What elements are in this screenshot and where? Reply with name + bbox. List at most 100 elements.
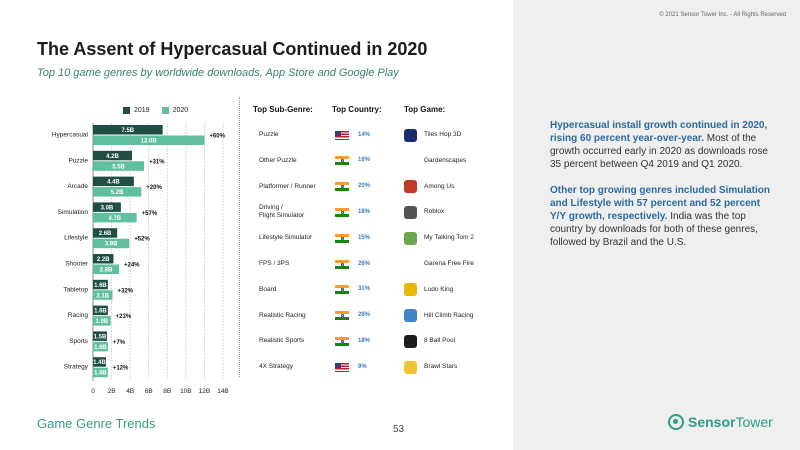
category-label: Hypercasual xyxy=(52,132,89,139)
category-label: Racing xyxy=(68,312,89,319)
growth-label: +23% xyxy=(116,314,132,320)
bar-2019-value-label: 3.0B xyxy=(101,205,114,211)
top-game-label: Ludo King xyxy=(424,285,454,293)
bar-2019-value-label: 1.5B xyxy=(94,334,107,340)
growth-label: +24% xyxy=(124,263,140,269)
us-flag-icon xyxy=(335,362,349,372)
growth-label: +12% xyxy=(113,366,129,372)
country-share: 16% xyxy=(358,157,371,164)
growth-label: +60% xyxy=(209,134,225,140)
logo-word-thin: Tower xyxy=(735,414,773,430)
commentary-panel xyxy=(513,0,800,450)
col-header-sub-genre: Top Sub-Genre: xyxy=(253,105,313,114)
country-share: 28% xyxy=(358,312,371,319)
legend-label-2020: 2020 xyxy=(172,107,189,114)
category-label: Puzzle xyxy=(68,157,88,164)
country-share: 18% xyxy=(358,208,371,215)
us-flag-icon xyxy=(335,130,349,140)
x-tick-label: 14B xyxy=(217,388,229,395)
bar-2019-value-label: 1.4B xyxy=(93,360,106,366)
bar-2020 xyxy=(93,212,137,223)
bar-2019 xyxy=(93,150,132,161)
bar-2019-value-label: 2.6B xyxy=(99,231,112,237)
bar-2020 xyxy=(93,264,119,274)
bar-2019-value-label: 2.2B xyxy=(97,257,110,263)
commentary-2-body: India was the top country by downloads f… xyxy=(550,211,758,248)
bar-2019 xyxy=(93,305,108,316)
category-label: Strategy xyxy=(64,364,89,371)
growth-label: +20% xyxy=(146,185,162,191)
sub-genre-label: Platformer / Runner xyxy=(259,182,316,190)
bar-2020 xyxy=(93,367,108,378)
commentary-2-highlight: Other top growing genres included Simula… xyxy=(550,185,771,222)
column-divider xyxy=(239,97,240,377)
india-flag-icon xyxy=(335,156,349,166)
footer-section-label: Game Genre Trends xyxy=(37,416,156,431)
category-label: Shooter xyxy=(65,261,89,268)
legend-swatch-2019 xyxy=(123,107,130,114)
bar-2019-value-label: 1.6B xyxy=(94,309,107,315)
brawl-stars-icon xyxy=(404,360,417,374)
bar-2020-value-label: 3.9B xyxy=(105,242,118,248)
bar-2020-value-label: 1.6B xyxy=(94,371,107,377)
x-tick-label: 6B xyxy=(145,388,153,395)
bar-2020 xyxy=(93,135,205,145)
commentary-1-highlight: Hypercasual install growth continued in … xyxy=(550,120,768,144)
bar-2020 xyxy=(93,290,113,300)
growth-label: +57% xyxy=(142,211,158,217)
sub-genre-label: Board xyxy=(259,285,277,293)
page-title: The Assent of Hypercasual Continued in 2… xyxy=(37,39,428,59)
main-panel xyxy=(0,0,513,450)
ludo-king-icon xyxy=(404,283,417,297)
sub-genre-label: Driving / Flight Simulator xyxy=(259,204,305,220)
bar-2020-value-label: 2.1B xyxy=(96,293,109,299)
legend-swatch-2020 xyxy=(161,107,169,114)
bar-2020-value-label: 1.9B xyxy=(95,319,108,325)
col-header-country: Top Country: xyxy=(332,105,382,114)
chart-legend: 2019 2020 xyxy=(123,107,188,114)
top-game-label: Tiles Hop 3D xyxy=(424,131,462,138)
bar-2019 xyxy=(93,202,121,212)
growth-label: +32% xyxy=(118,288,134,294)
growth-label: +31% xyxy=(149,159,165,165)
eight-ball-icon xyxy=(404,334,417,348)
top-game-label: Brawl Stars xyxy=(424,363,458,371)
legend-item-2019: 2019 xyxy=(123,107,150,114)
bar-2020 xyxy=(93,341,108,352)
top-game-label: Gardenscapes xyxy=(424,156,467,164)
category-label: Tabletop xyxy=(63,286,88,293)
category-label: Simulation xyxy=(58,209,89,216)
top-game-label: Hill Climb Racing xyxy=(424,311,474,319)
india-flag-icon xyxy=(335,233,349,243)
copyright-notice: © 2021 Sensor Tower Inc. - All Rights Re… xyxy=(659,12,786,18)
sub-genre-label: Lifestyle Simulator xyxy=(259,234,313,242)
bar-2019 xyxy=(93,279,108,290)
top-game-label: Garena Free Fire xyxy=(424,260,474,267)
talking-tom-icon xyxy=(404,231,417,245)
country-share: 20% xyxy=(358,183,371,190)
bar-2019 xyxy=(93,125,163,135)
growth-label: +7% xyxy=(113,340,126,346)
bar-2019-value-label: 7.5B xyxy=(121,128,134,134)
top-game-label: My Talking Tom 2 xyxy=(424,234,474,242)
commentary-paragraph-1: Hypercasual install growth continued in … xyxy=(550,119,778,171)
tiles-hop-icon xyxy=(404,128,417,142)
category-label: Sports xyxy=(69,338,89,345)
bar-2020-value-label: 1.6B xyxy=(94,345,107,351)
category-label: Arcade xyxy=(67,183,88,190)
country-share: 9% xyxy=(358,363,367,370)
genre-downloads-bar-chart: 0 2B 4B 6B 8B 10B 12B 14B Hypercasual 7.5B 12.0B +6… xyxy=(52,123,229,395)
among-us-icon xyxy=(404,180,417,194)
bar-2019 xyxy=(93,254,114,264)
x-tick-label: 12B xyxy=(199,388,211,395)
x-tick-label: 0 xyxy=(91,388,95,395)
x-tick-label: 10B xyxy=(180,388,192,395)
x-tick-label: 2B xyxy=(108,388,116,395)
col-header-game: Top Game: xyxy=(404,105,446,114)
bar-2019-value-label: 4.4B xyxy=(107,180,120,186)
sub-genre-label: Realistic Sports xyxy=(259,337,305,345)
bar-2020 xyxy=(93,187,142,197)
legend-item-2020: 2020 xyxy=(161,107,189,114)
country-share: 18% xyxy=(358,337,371,344)
bar-2019 xyxy=(93,357,106,367)
